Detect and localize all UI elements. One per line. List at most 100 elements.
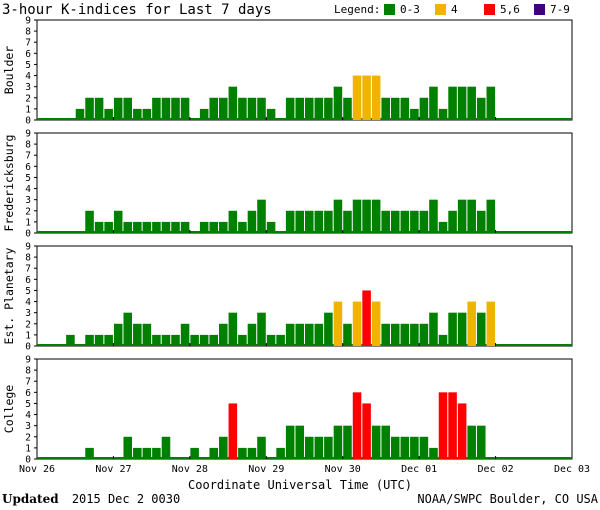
k-bar [371, 199, 381, 233]
k-bar [381, 323, 390, 346]
k-bar [486, 301, 496, 346]
y-tick-label: 0 [25, 229, 31, 240]
k-bar [152, 447, 161, 459]
x-tick-label: Dec 01 [401, 464, 437, 475]
k-bar [390, 210, 400, 233]
k-bar [486, 86, 496, 120]
k-bar [113, 323, 123, 346]
k-bar [438, 392, 448, 459]
k-bar [381, 425, 390, 459]
k-bar [467, 199, 476, 233]
k-bar [238, 221, 247, 233]
k-bar [238, 334, 247, 346]
k-bar [171, 97, 180, 120]
y-tick-label: 6 [25, 275, 31, 286]
k-bar [390, 436, 400, 459]
k-bar [142, 221, 152, 233]
k-bar [266, 108, 276, 120]
k-bar [123, 436, 133, 459]
k-bar [104, 108, 113, 120]
chart-title: 3-hour K-indices for Last 7 days [2, 2, 272, 18]
k-bar [199, 108, 209, 120]
k-bar [161, 436, 171, 459]
k-bar [429, 199, 438, 233]
y-tick-label: 3 [25, 421, 31, 432]
k-bar [142, 447, 152, 459]
y-tick-label: 0 [25, 342, 31, 353]
k-bar [305, 210, 314, 233]
k-bar [266, 334, 276, 346]
k-bar [209, 221, 219, 233]
y-tick-label: 7 [25, 38, 31, 49]
k-bar [467, 86, 476, 120]
k-bar [152, 97, 161, 120]
legend-entry-0: 0-3 [400, 3, 420, 16]
k-bar [352, 199, 362, 233]
k-bar [133, 323, 142, 346]
series-label: Fredericksburg [2, 135, 16, 232]
k-bar [333, 301, 343, 346]
k-bar [219, 221, 228, 233]
k-bar [113, 97, 123, 120]
y-tick-label: 8 [25, 253, 31, 264]
k-bar [486, 199, 496, 233]
k-bar [104, 221, 113, 233]
k-bar [457, 312, 467, 346]
k-bar [171, 334, 180, 346]
k-bar [352, 75, 362, 120]
k-bar [94, 334, 104, 346]
k-bar [457, 199, 467, 233]
k-bar [247, 447, 257, 459]
y-tick-label: 2 [25, 319, 31, 330]
k-bar [209, 447, 219, 459]
k-bar [429, 86, 438, 120]
k-bar [352, 301, 362, 346]
footer: Updated 2015 Dec 2 0030 NOAA/SWPC Boulde… [2, 492, 599, 506]
k-bar [429, 447, 438, 459]
k-bar [123, 312, 133, 346]
k-bar [438, 108, 448, 120]
x-tick-label: Nov 30 [325, 464, 361, 475]
k-bar [390, 97, 400, 120]
k-bar [343, 210, 352, 233]
k-bar [333, 199, 343, 233]
k-bar [228, 86, 238, 120]
k-bar [94, 97, 104, 120]
k-bar [142, 108, 152, 120]
y-tick-label: 9 [25, 16, 31, 27]
k-bar [247, 210, 257, 233]
legend-swatch-0 [384, 4, 395, 15]
y-tick-label: 4 [25, 71, 31, 82]
k-bar [123, 221, 133, 233]
k-bar [476, 210, 486, 233]
k-bar [457, 86, 467, 120]
k-bar [161, 334, 171, 346]
k-bar [238, 97, 247, 120]
k-bar [104, 334, 113, 346]
panel-frame [36, 358, 573, 460]
y-tick-label: 5 [25, 60, 31, 71]
y-tick-label: 1 [25, 443, 31, 454]
legend-swatch-3 [534, 4, 545, 15]
k-bar [257, 199, 266, 233]
k-bar [362, 403, 371, 459]
k-bar [161, 221, 171, 233]
k-bar [113, 210, 123, 233]
k-bar [285, 97, 295, 120]
updated-line: Updated 2015 Dec 2 0030 [2, 492, 180, 506]
k-bar [276, 447, 285, 459]
k-bar [381, 210, 390, 233]
y-tick-label: 3 [25, 195, 31, 206]
y-tick-label: 2 [25, 206, 31, 217]
k-bar [180, 221, 190, 233]
k-bar [371, 301, 381, 346]
k-bar [285, 425, 295, 459]
k-bar [419, 436, 429, 459]
k-bar [400, 97, 410, 120]
k-bar [324, 210, 333, 233]
k-bar [410, 210, 419, 233]
k-bar [333, 86, 343, 120]
k-bar [419, 97, 429, 120]
